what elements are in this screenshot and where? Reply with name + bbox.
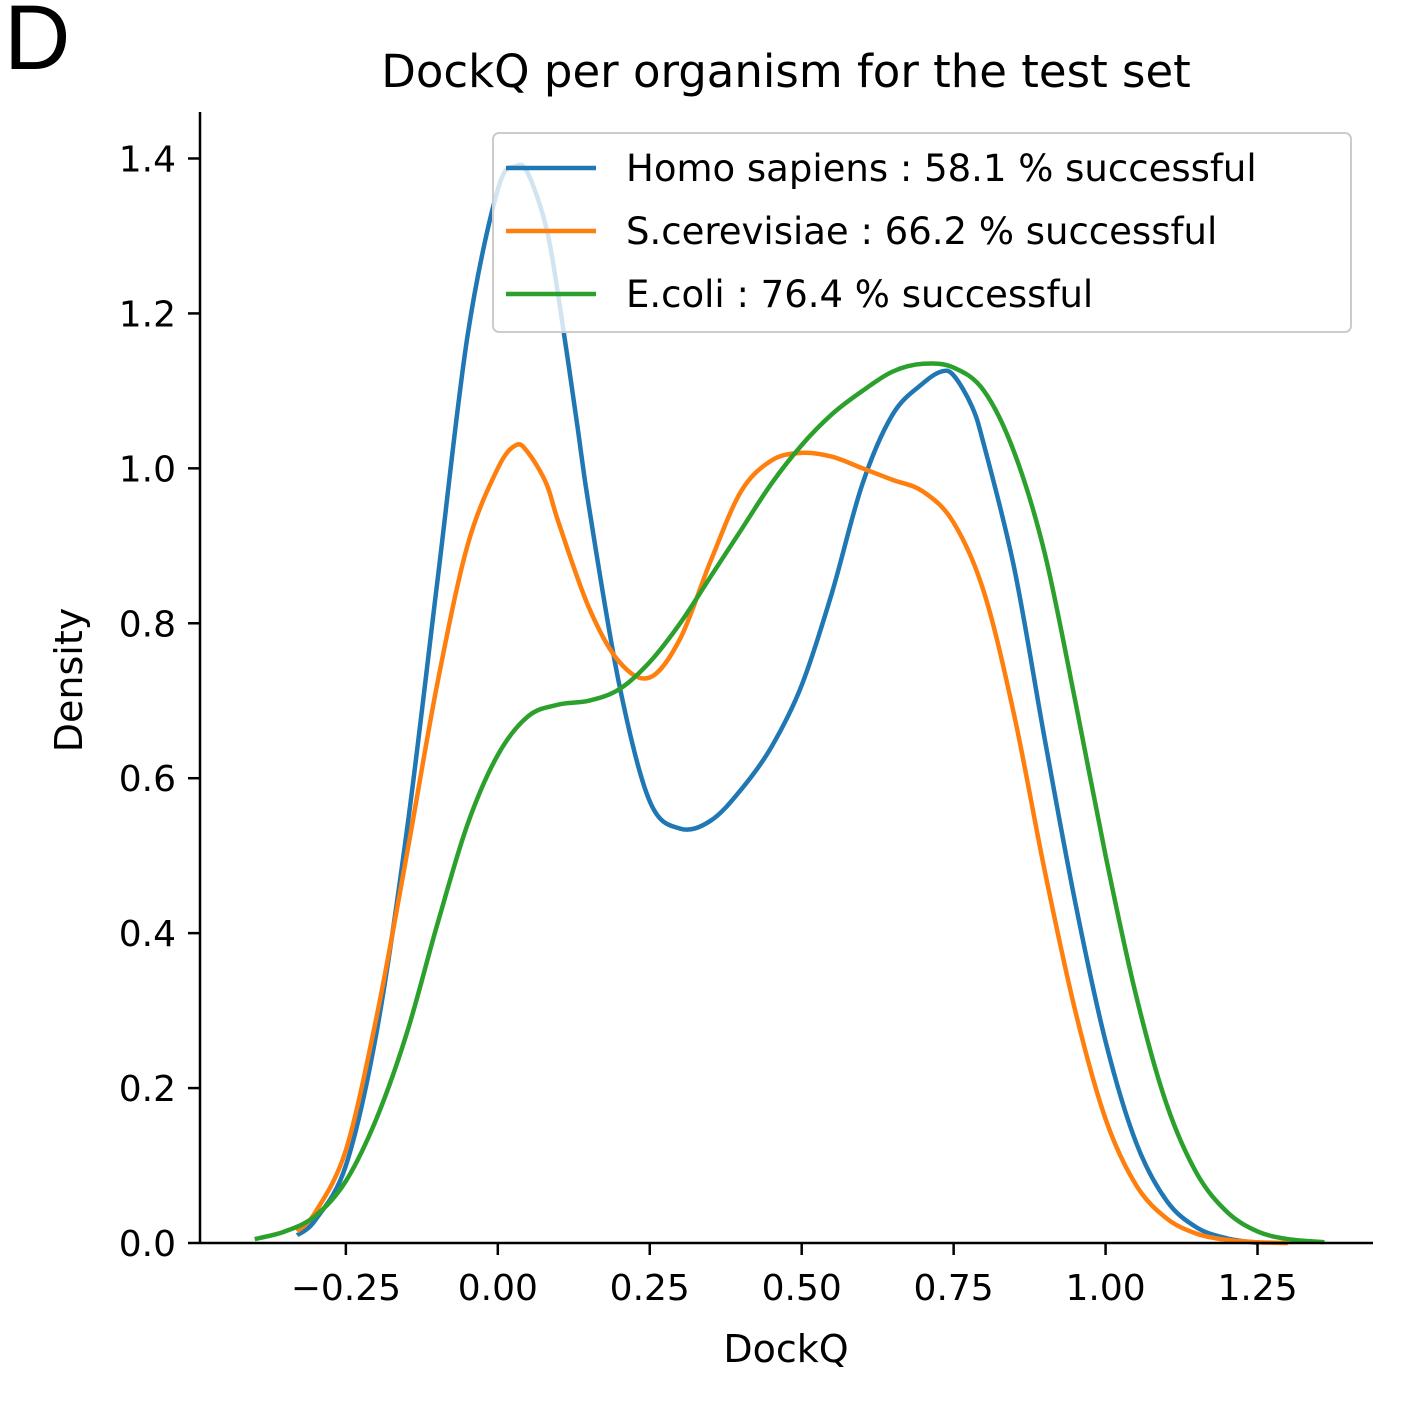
x-tick-label: 0.00 [458, 1268, 538, 1309]
y-tick-label: 1.0 [119, 449, 176, 490]
series-line-2 [254, 361, 1325, 1245]
y-tick-label: 0.2 [119, 1069, 176, 1110]
series-line-1 [295, 442, 1288, 1246]
x-tick-label: 0.25 [610, 1268, 690, 1309]
legend-entry-label: S.cerevisiae : 66.2 % successful [626, 210, 1217, 253]
x-tick-label: 1.00 [1066, 1268, 1146, 1309]
x-ticks: −0.25 0.00 0.25 0.50 0.75 1.00 1.25 [291, 1243, 1298, 1309]
y-tick-label: 0.8 [119, 604, 176, 645]
y-tick-label: 1.2 [119, 294, 176, 335]
x-tick-label: 0.50 [762, 1268, 842, 1309]
chart-title: DockQ per organism for the test set [381, 45, 1191, 98]
x-tick-label: 0.75 [914, 1268, 994, 1309]
legend-entry-label: Homo sapiens : 58.1 % successful [626, 147, 1257, 190]
series-lines [254, 162, 1325, 1246]
x-tick-label: −0.25 [291, 1268, 401, 1309]
x-tick-label: 1.25 [1217, 1268, 1297, 1309]
y-tick-label: 1.4 [119, 139, 176, 180]
x-axis-label: DockQ [723, 1327, 848, 1371]
legend-box [492, 132, 1352, 333]
y-tick-label: 0.0 [119, 1224, 176, 1265]
series-line-0 [295, 162, 1258, 1246]
y-tick-label: 0.6 [119, 759, 176, 800]
y-ticks: 0.0 0.2 0.4 0.6 0.8 1.0 1.2 1.4 [119, 139, 200, 1265]
panel-label: D [4, 0, 71, 89]
legend: Homo sapiens : 58.1 % successful S.cerevi… [492, 132, 1352, 333]
y-tick-label: 0.4 [119, 914, 176, 955]
legend-entry-label: E.coli : 76.4 % successful [626, 273, 1093, 316]
y-axis-label: Density [47, 608, 91, 752]
